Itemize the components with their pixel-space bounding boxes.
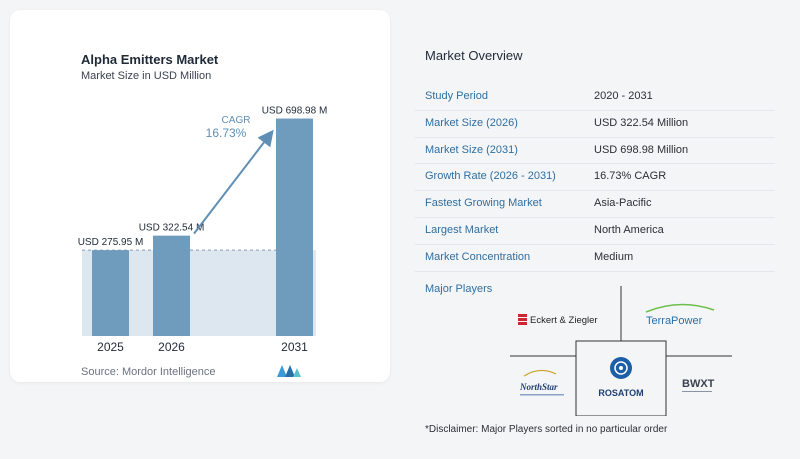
terrapower-logo: TerraPower <box>645 303 715 327</box>
overview-row: Market Size (2031) USD 698.98 Million <box>415 138 775 165</box>
overview-value: USD 322.54 Million <box>594 116 689 129</box>
major-players-grid: Eckert & Ziegler TerraPower NorthStar RO… <box>510 286 732 416</box>
northstar-logo: NorthStar <box>519 369 564 396</box>
data-label-2031: USD 698.98 M <box>262 106 328 117</box>
player-name: BWXT <box>682 378 715 390</box>
overview-label: Largest Market <box>425 223 499 236</box>
cagr-arrow <box>193 129 274 235</box>
players-title: Major Players <box>425 283 493 295</box>
overview-row: Market Size (2026) USD 322.54 Million <box>415 111 775 138</box>
player-name: ROSATOM <box>598 388 643 398</box>
data-label-2026: USD 322.54 M <box>139 223 205 234</box>
mordor-logo-icon <box>277 365 301 377</box>
overview-label: Market Concentration <box>425 250 531 263</box>
overview-value: North America <box>594 223 664 236</box>
eckert-ziegler-logo: Eckert & Ziegler <box>518 314 598 326</box>
overview-row: Study Period 2020 - 2031 <box>415 84 775 111</box>
x-tick-2031: 2031 <box>281 340 308 354</box>
overview-value: 16.73% CAGR <box>594 170 667 183</box>
chart-subtitle: Market Size in USD Million <box>81 70 212 82</box>
player-name: TerraPower <box>646 315 703 327</box>
x-tick-2025: 2025 <box>97 340 124 354</box>
overview-value: Asia-Pacific <box>594 197 652 210</box>
bar-2025 <box>92 250 129 336</box>
overview-row: Fastest Growing Market Asia-Pacific <box>415 191 775 218</box>
chart-title: Alpha Emitters Market <box>81 52 219 67</box>
cagr-label: CAGR <box>222 115 251 126</box>
overview-value: 2020 - 2031 <box>594 90 653 102</box>
overview-label: Market Size (2026) <box>425 116 518 129</box>
bar-chart: USD 275.95 M 2025 USD 322.54 M 2026 USD 698.… <box>78 106 328 354</box>
bar-2026 <box>153 235 190 336</box>
x-tick-2026: 2026 <box>158 340 185 354</box>
overview-value: USD 698.98 Million <box>594 143 689 156</box>
disclaimer: *Disclaimer: Major Players sorted in no … <box>425 424 668 435</box>
overview-label: Fastest Growing Market <box>425 197 542 210</box>
overview-row: Largest Market North America <box>415 218 775 245</box>
overview-title: Market Overview <box>425 48 523 63</box>
overview-table: Study Period 2020 - 2031 Market Size (20… <box>415 84 775 272</box>
source-note: Source: Mordor Intelligence <box>81 366 216 378</box>
bwxt-logo: BWXT <box>682 378 715 392</box>
overview-label: Study Period <box>425 90 488 102</box>
overview-row: Growth Rate (2026 - 2031) 16.73% CAGR <box>415 164 775 192</box>
data-label-2025: USD 275.95 M <box>78 237 144 248</box>
overview-label: Growth Rate (2026 - 2031) <box>425 170 556 183</box>
player-name: NorthStar <box>519 382 558 392</box>
overview-row: Market Concentration Medium <box>415 245 775 272</box>
overview-label: Market Size (2031) <box>425 143 518 156</box>
cagr-value: 16.73% <box>206 126 247 140</box>
player-name: Eckert & Ziegler <box>530 315 598 326</box>
rosatom-logo: ROSATOM <box>598 357 644 398</box>
overview-value: Medium <box>594 250 634 263</box>
bar-2031 <box>276 118 313 337</box>
